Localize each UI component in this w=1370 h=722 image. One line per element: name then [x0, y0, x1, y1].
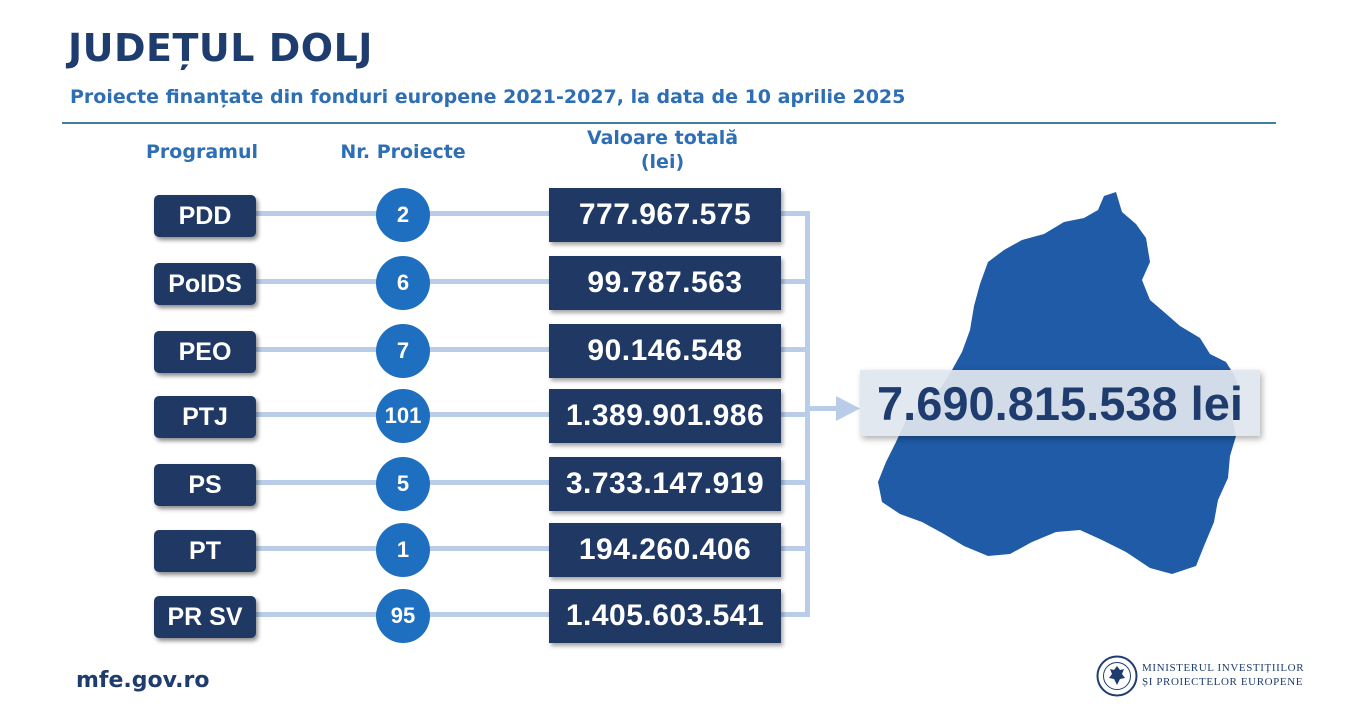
value-box-3: 90.146.548: [549, 324, 781, 378]
program-badge-6: PT: [154, 530, 256, 572]
program-badge-5: PS: [154, 464, 256, 506]
project-count-5: 5: [376, 457, 430, 511]
column-header-value-line1: Valoare totală: [586, 127, 739, 149]
column-header-program: Programul: [146, 141, 258, 163]
header-divider: [62, 122, 1276, 124]
ministry-name-line2: ȘI PROIECTELOR EUROPENE: [1142, 676, 1304, 688]
value-box-1: 777.967.575: [549, 188, 781, 242]
value-box-2: 99.787.563: [549, 256, 781, 310]
bracket-stub-5: [776, 480, 810, 485]
ministry-name-line1: MINISTERUL INVESTIȚIILOR: [1142, 662, 1305, 674]
bracket-stub-2: [776, 279, 810, 284]
column-header-value-line2: (lei): [640, 151, 685, 173]
project-count-3: 7: [376, 324, 430, 378]
project-count-4: 101: [376, 389, 430, 443]
project-count-2: 6: [376, 256, 430, 310]
page-title: JUDEȚUL DOLJ: [68, 26, 373, 70]
total-value: 7.690.815.538 lei: [860, 370, 1260, 436]
bracket-stub-7: [776, 612, 810, 617]
government-seal-icon: [1096, 655, 1138, 697]
column-header-projects: Nr. Proiecte: [340, 141, 466, 163]
ministry-name: MINISTERUL INVESTIȚIILOR ȘI PROIECTELOR …: [1142, 661, 1304, 689]
bracket-vertical: [805, 211, 810, 617]
program-badge-1: PDD: [154, 195, 256, 237]
bracket-arrow-shaft: [805, 406, 843, 411]
project-count-1: 2: [376, 188, 430, 242]
bracket-stub-4: [776, 412, 810, 417]
value-box-5: 3.733.147.919: [549, 457, 781, 511]
project-count-6: 1: [376, 523, 430, 577]
column-header-value: Valoare totală (lei): [560, 126, 765, 174]
value-box-4: 1.389.901.986: [549, 389, 781, 443]
program-badge-7: PR SV: [154, 596, 256, 638]
bracket-stub-3: [776, 347, 810, 352]
value-box-6: 194.260.406: [549, 523, 781, 577]
program-badge-4: PTJ: [154, 396, 256, 438]
bracket-stub-6: [776, 546, 810, 551]
project-count-7: 95: [376, 589, 430, 643]
value-box-7: 1.405.603.541: [549, 589, 781, 643]
arrow-right-icon: [836, 396, 860, 421]
bracket-stub-1: [776, 211, 810, 216]
program-badge-3: PEO: [154, 331, 256, 373]
website-link[interactable]: mfe.gov.ro: [76, 668, 210, 693]
program-badge-2: PoIDS: [154, 263, 256, 305]
page-subtitle: Proiecte finanțate din fonduri europene …: [70, 86, 906, 108]
